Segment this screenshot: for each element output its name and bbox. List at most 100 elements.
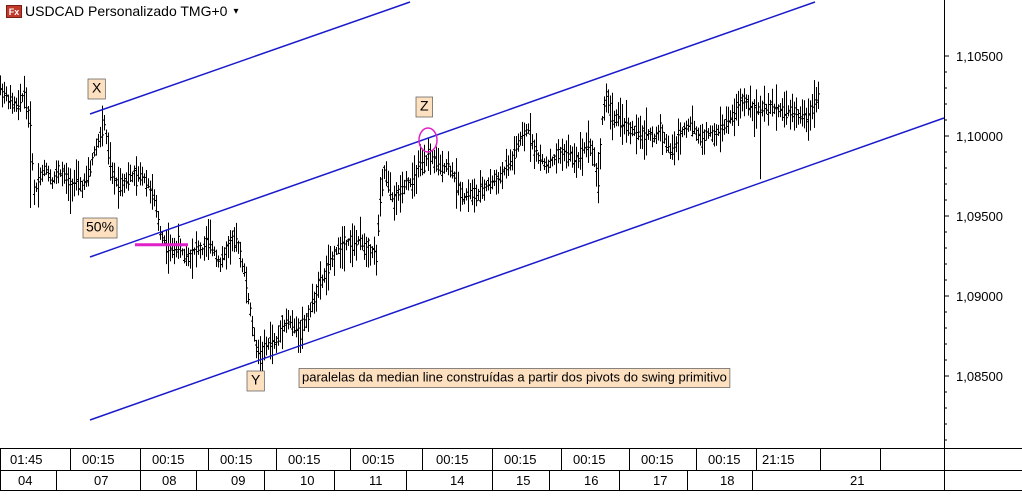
time-label: 00:15 (82, 452, 115, 467)
price-bar (449, 165, 452, 178)
price-bar (109, 142, 112, 181)
price-bar (659, 114, 662, 142)
price-bar (387, 170, 390, 193)
price-bar (305, 313, 308, 329)
chevron-down-icon[interactable]: ▾ (233, 5, 239, 17)
price-bar (465, 188, 468, 201)
date-label: 15 (516, 473, 530, 488)
price-bar (537, 152, 540, 164)
chart-header[interactable]: Fx USDCAD Personalizado TMG+0 ▾ (6, 2, 238, 20)
price-bar (115, 177, 118, 187)
price-bar (357, 236, 360, 245)
price-bar (795, 97, 798, 129)
price-bar (273, 332, 276, 349)
price-bar (657, 124, 660, 141)
price-bar (635, 114, 638, 155)
price-bar (153, 189, 156, 207)
price-bar (167, 222, 170, 274)
price-bar (551, 156, 554, 167)
price-bar (41, 164, 44, 182)
price-bar (761, 100, 764, 117)
price-bar (399, 175, 402, 213)
price-bar (267, 338, 270, 350)
price-bar (453, 171, 456, 183)
price-bar (53, 171, 56, 184)
price-bar (3, 81, 6, 104)
price-bar (445, 158, 448, 172)
price-bar (483, 179, 486, 201)
price-bar (611, 92, 614, 141)
price-bar (425, 155, 428, 167)
price-bar (811, 94, 814, 120)
price-bar (191, 238, 194, 279)
price-bar (383, 165, 386, 180)
price-bar (471, 179, 474, 206)
price-bar (647, 129, 650, 140)
price-bar (731, 104, 734, 126)
price-bar (207, 219, 210, 260)
price-bar (563, 143, 566, 162)
channel-lower-line (89, 117, 945, 421)
price-bar (439, 154, 442, 175)
price-bar (379, 176, 382, 217)
price-bar (801, 99, 804, 127)
price-bar (535, 133, 538, 162)
price-bar (255, 339, 258, 359)
price-bar (433, 149, 436, 174)
price-bar (813, 80, 816, 128)
date-label: 04 (18, 473, 32, 488)
price-bar (271, 324, 274, 365)
price-bar (135, 156, 138, 196)
price-bar (193, 247, 196, 255)
price-bar (741, 93, 744, 112)
price-bar (429, 143, 432, 175)
price-bar (205, 226, 208, 257)
price-bar (339, 236, 342, 269)
price-bar (557, 139, 560, 164)
price-bar (403, 179, 406, 195)
price-bar (581, 138, 584, 176)
price-bar (227, 235, 230, 259)
price-bar (777, 104, 780, 118)
price-tick-label: 1,09000 (956, 289, 1003, 304)
price-bar (575, 146, 578, 178)
price-bar (735, 93, 738, 121)
price-bar (183, 248, 186, 264)
time-label: 00:15 (504, 452, 537, 467)
price-bar (247, 293, 250, 305)
date-label: 10 (300, 473, 314, 488)
price-bar (477, 188, 480, 201)
time-label: 00:15 (641, 452, 674, 467)
price-bar (593, 147, 596, 167)
price-bar (783, 91, 786, 128)
pivot-label-z: Z (415, 96, 433, 118)
price-bar (579, 132, 582, 170)
price-bar (419, 144, 422, 177)
annotation-label-box (298, 368, 731, 388)
price-bar (239, 241, 242, 268)
price-bar (97, 133, 100, 148)
price-bar (181, 248, 184, 256)
price-bar (289, 315, 292, 329)
price-bar (595, 163, 598, 187)
price-bar (607, 89, 610, 114)
price-bar (757, 102, 760, 116)
price-bar (709, 125, 712, 137)
price-bar (187, 247, 190, 267)
price-bar (101, 105, 104, 147)
price-bar (733, 98, 736, 137)
pivot-label-x: X (87, 78, 106, 100)
price-bar (251, 315, 254, 337)
price-bar (69, 168, 72, 214)
price-bar (655, 126, 658, 145)
price-bar (209, 219, 212, 254)
price-bar (277, 325, 280, 346)
price-bar (479, 170, 482, 203)
price-bar (701, 123, 704, 155)
price-bar (395, 182, 398, 215)
price-tick-label: 1,10500 (956, 49, 1003, 64)
price-bar (141, 166, 144, 186)
channel-upper-line (89, 1, 411, 115)
price-bar (231, 230, 234, 252)
